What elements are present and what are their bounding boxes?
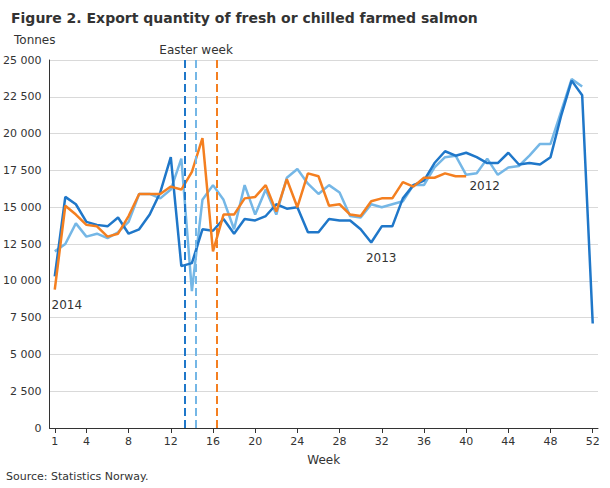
svg-text:Tonnes: Tonnes — [13, 33, 55, 47]
svg-text:Week: Week — [307, 453, 340, 467]
svg-text:Source: Statistics Norway.: Source: Statistics Norway. — [6, 470, 148, 483]
svg-text:20 000: 20 000 — [3, 127, 42, 140]
svg-text:Figure 2. Export quantity of f: Figure 2. Export quantity of fresh or ch… — [11, 10, 478, 26]
svg-text:48: 48 — [544, 435, 558, 448]
svg-text:Easter week: Easter week — [159, 43, 233, 57]
svg-text:52: 52 — [586, 435, 600, 448]
svg-text:8: 8 — [125, 435, 132, 448]
svg-text:5 000: 5 000 — [10, 348, 42, 361]
svg-text:20: 20 — [248, 435, 262, 448]
svg-text:12 500: 12 500 — [3, 238, 42, 251]
svg-text:22 500: 22 500 — [3, 90, 42, 103]
svg-text:25 000: 25 000 — [3, 54, 42, 67]
svg-text:2 500: 2 500 — [10, 385, 42, 398]
svg-text:44: 44 — [501, 435, 515, 448]
svg-text:40: 40 — [459, 435, 473, 448]
svg-text:32: 32 — [375, 435, 389, 448]
svg-text:7 500: 7 500 — [10, 311, 42, 324]
svg-text:12: 12 — [164, 435, 178, 448]
svg-text:24: 24 — [290, 435, 304, 448]
svg-text:1: 1 — [51, 435, 58, 448]
svg-text:2014: 2014 — [51, 298, 82, 312]
svg-text:17 500: 17 500 — [3, 164, 42, 177]
svg-text:2012: 2012 — [469, 179, 500, 193]
svg-text:16: 16 — [206, 435, 220, 448]
svg-text:2013: 2013 — [366, 251, 397, 265]
svg-text:28: 28 — [333, 435, 347, 448]
svg-text:0: 0 — [34, 422, 41, 435]
svg-text:36: 36 — [417, 435, 431, 448]
svg-text:10 000: 10 000 — [3, 274, 42, 287]
svg-text:4: 4 — [83, 435, 90, 448]
svg-text:15 000: 15 000 — [3, 201, 42, 214]
